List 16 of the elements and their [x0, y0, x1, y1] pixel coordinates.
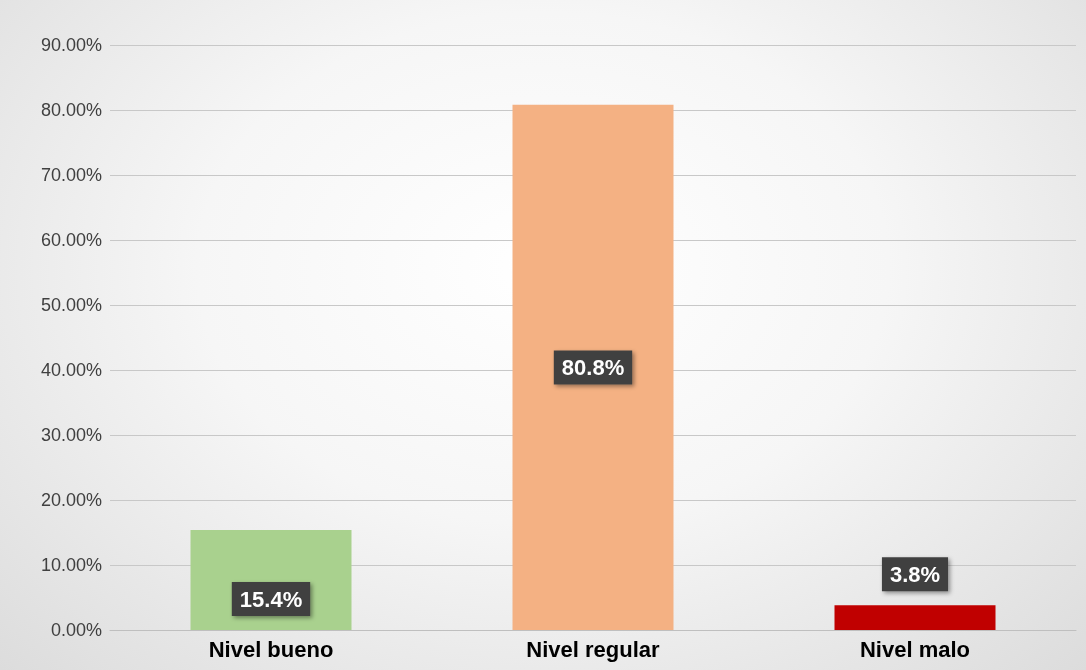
- y-tick-label: 80.00%: [40, 100, 102, 120]
- y-tick-label: 60.00%: [40, 230, 102, 250]
- y-tick-label: 50.00%: [40, 295, 102, 315]
- y-tick-label: 0.00%: [50, 620, 102, 640]
- data-label: 3.8%: [889, 561, 941, 587]
- x-tick-label: Nivel bueno: [208, 636, 334, 662]
- y-tick-label: 40.00%: [40, 360, 102, 380]
- y-tick-label: 30.00%: [40, 425, 102, 445]
- data-label: 15.4%: [239, 586, 303, 612]
- y-tick-label: 70.00%: [40, 165, 102, 185]
- x-tick-label: Nivel regular: [526, 636, 661, 662]
- data-label: 80.8%: [561, 354, 625, 380]
- y-tick-label: 90.00%: [40, 35, 102, 55]
- y-tick-label: 10.00%: [40, 555, 102, 575]
- x-tick-label: Nivel malo: [859, 636, 971, 662]
- y-tick-label: 20.00%: [40, 490, 102, 510]
